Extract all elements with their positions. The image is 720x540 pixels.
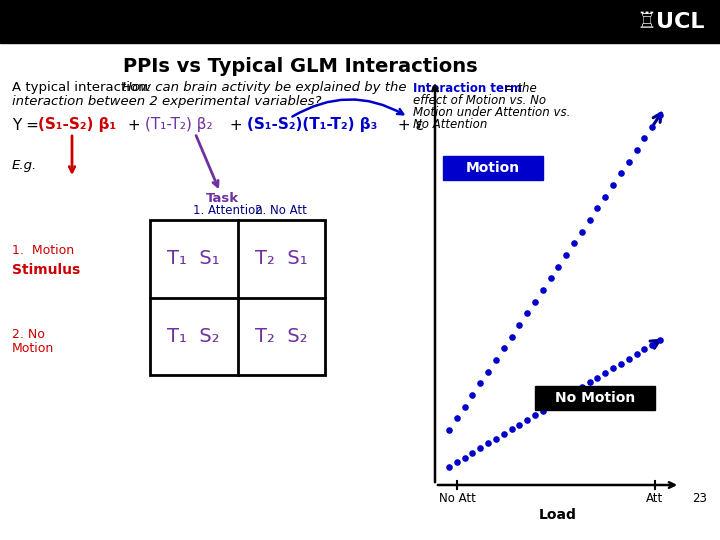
Point (608, 364, 619, 373)
Point (568, 239, 580, 248)
Text: 2. No: 2. No (12, 328, 45, 341)
Point (459, 402, 470, 411)
Point (584, 378, 595, 387)
Text: 23: 23 (693, 492, 708, 505)
Point (545, 402, 557, 410)
Point (444, 426, 455, 434)
Text: T₂  S₂: T₂ S₂ (255, 327, 307, 346)
Text: 2. No Att: 2. No Att (255, 204, 307, 217)
Point (623, 157, 634, 166)
Point (482, 439, 494, 448)
Text: (T₁-T₂) β₂: (T₁-T₂) β₂ (145, 118, 212, 132)
Point (553, 397, 564, 406)
Text: T₁  S₁: T₁ S₁ (168, 249, 220, 268)
Point (639, 345, 650, 354)
Point (490, 435, 502, 443)
Point (654, 111, 666, 119)
Point (639, 134, 650, 143)
Text: No Att: No Att (438, 492, 475, 505)
Point (529, 411, 541, 420)
Point (474, 444, 486, 453)
Bar (535, 386, 655, 410)
Text: interaction between 2 experimental variables?: interaction between 2 experimental varia… (12, 96, 322, 109)
Text: = the: = the (500, 82, 536, 94)
Point (592, 373, 603, 382)
Text: 1.  Motion: 1. Motion (12, 244, 74, 256)
Point (615, 359, 626, 368)
Point (521, 416, 533, 424)
Point (505, 332, 517, 341)
Point (631, 350, 642, 359)
Bar (0, 0, 720, 43)
Text: Motion under Attention vs.: Motion under Attention vs. (413, 105, 570, 118)
Point (647, 340, 658, 349)
Text: +: + (225, 118, 248, 132)
Point (631, 146, 642, 154)
Text: Load: Load (539, 508, 577, 522)
Point (576, 227, 588, 236)
Point (584, 215, 595, 224)
Point (467, 390, 478, 399)
Text: + ε: + ε (393, 118, 424, 132)
Point (623, 354, 634, 363)
Point (537, 406, 549, 415)
Point (560, 392, 572, 401)
Text: Motion: Motion (12, 341, 54, 354)
Text: A typical interaction:: A typical interaction: (12, 82, 156, 94)
Point (560, 251, 572, 259)
Point (654, 336, 666, 345)
Text: (S₁-S₂) β₁: (S₁-S₂) β₁ (38, 118, 116, 132)
Text: Task: Task (205, 192, 238, 205)
Point (498, 430, 510, 438)
Text: Motion: Motion (466, 161, 520, 175)
Bar (443, 156, 543, 180)
Point (474, 379, 486, 388)
Text: +: + (123, 118, 145, 132)
Point (490, 356, 502, 364)
Text: E.g.: E.g. (12, 159, 37, 172)
Text: Y =: Y = (12, 118, 44, 132)
Text: (S₁-S₂)(T₁-T₂) β₃: (S₁-S₂)(T₁-T₂) β₃ (247, 118, 377, 132)
Point (529, 298, 541, 306)
Point (545, 274, 557, 282)
Point (608, 181, 619, 190)
Text: effect of Motion vs. No: effect of Motion vs. No (413, 93, 546, 106)
Point (553, 262, 564, 271)
Point (600, 192, 611, 201)
Point (521, 309, 533, 318)
Text: T₂  S₁: T₂ S₁ (255, 249, 307, 268)
Text: T₁  S₂: T₁ S₂ (168, 327, 220, 346)
Point (568, 387, 580, 396)
Point (647, 123, 658, 131)
Point (513, 321, 525, 329)
Text: Att: Att (647, 492, 664, 505)
Point (467, 449, 478, 457)
Text: Stimulus: Stimulus (12, 263, 80, 277)
Point (615, 169, 626, 178)
Point (451, 414, 462, 423)
Point (576, 383, 588, 391)
Point (505, 425, 517, 434)
Point (451, 458, 462, 467)
Point (498, 344, 510, 353)
Point (444, 463, 455, 471)
Text: PPIs vs Typical GLM Interactions: PPIs vs Typical GLM Interactions (122, 57, 477, 76)
Text: No Attention: No Attention (413, 118, 487, 131)
Point (537, 286, 549, 294)
Point (600, 369, 611, 377)
Text: No Motion: No Motion (555, 391, 635, 405)
Point (592, 204, 603, 213)
Text: ♖UCL: ♖UCL (636, 12, 705, 32)
Bar (150, 220, 325, 375)
Point (513, 420, 525, 429)
Point (459, 453, 470, 462)
Text: Interaction term: Interaction term (413, 82, 522, 94)
Point (482, 367, 494, 376)
Text: 1. Attention: 1. Attention (193, 204, 263, 217)
Text: How can brain activity be explained by the: How can brain activity be explained by t… (122, 82, 407, 94)
